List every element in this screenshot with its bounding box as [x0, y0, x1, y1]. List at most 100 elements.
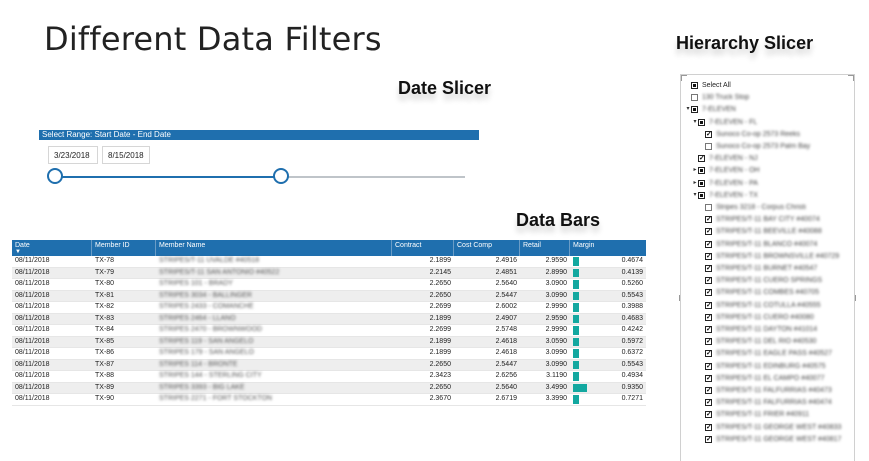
- checkbox[interactable]: [705, 275, 712, 286]
- hierarchy-item[interactable]: STRIPES/T-11 FALFURRIAS #40474: [699, 397, 832, 408]
- checkbox[interactable]: [691, 106, 698, 114]
- checkbox[interactable]: [705, 422, 712, 433]
- hierarchy-item[interactable]: STRIPES/T-11 EL CAMPO #40077: [699, 373, 825, 384]
- hierarchy-item[interactable]: Sunoco Co-op 2573 Palm Bay: [699, 141, 810, 152]
- hierarchy-item[interactable]: STRIPES/T-11 EAGLE PASS #40527: [699, 348, 832, 359]
- table-row[interactable]: 08/11/2018 TX-85 STRIPES 119 - SAN ANGELO 2…: [12, 336, 646, 348]
- hierarchy-item[interactable]: ▾ 7-ELEVEN - TX: [692, 190, 758, 201]
- checkbox[interactable]: [698, 118, 705, 126]
- hierarchy-item[interactable]: ▸ 7-ELEVEN - PA: [692, 178, 758, 189]
- hierarchy-item[interactable]: STRIPES/T-11 DEL RIO #40530: [699, 336, 816, 347]
- table-row[interactable]: 08/11/2018 TX-81 STRIPES 3034 - BALLINGER 2…: [12, 290, 646, 302]
- checkbox[interactable]: [705, 143, 712, 150]
- table-row[interactable]: 08/11/2018 TX-89 STRIPES 3393 - BIG LAKE 2.…: [12, 382, 646, 394]
- checkbox[interactable]: [698, 179, 705, 187]
- table-row[interactable]: 08/11/2018 TX-79 STRIPES/T-11 SAN ANTONIO …: [12, 267, 646, 279]
- checkbox[interactable]: [691, 82, 698, 89]
- column-header-member-id[interactable]: Member ID: [92, 240, 156, 256]
- checkbox[interactable]: [705, 348, 712, 359]
- checkbox[interactable]: [705, 385, 712, 396]
- checkbox[interactable]: [705, 251, 712, 262]
- expand-down-icon[interactable]: ▾: [693, 191, 697, 198]
- hierarchy-item[interactable]: STRIPES/T-11 GEORGE WEST #40817: [699, 434, 841, 445]
- checkbox[interactable]: [705, 214, 712, 225]
- resize-handle-left[interactable]: [679, 295, 680, 301]
- hierarchy-item[interactable]: STRIPES/T-11 BEEVILLE #40088: [699, 226, 822, 237]
- checkbox[interactable]: [705, 397, 712, 408]
- checkbox[interactable]: [705, 263, 712, 274]
- table-row[interactable]: 08/11/2018 TX-82 STRIPES 2433 - COMANCHE 2.…: [12, 302, 646, 314]
- expand-right-icon[interactable]: ▸: [693, 167, 697, 174]
- start-date-input[interactable]: 3/23/2018: [48, 146, 98, 164]
- hierarchy-item[interactable]: Stripes 3218 - Corpus Christi: [699, 202, 806, 213]
- table-row[interactable]: 08/11/2018 TX-86 STRIPES 179 - SAN ANGELO 2…: [12, 348, 646, 360]
- checkbox[interactable]: [698, 153, 705, 164]
- checkbox[interactable]: [705, 239, 712, 250]
- column-header-retail[interactable]: Retail: [520, 240, 570, 256]
- hierarchy-item[interactable]: ▾ 7-ELEVEN - FL: [692, 117, 757, 128]
- margin-data-bar: [573, 337, 579, 346]
- checkbox[interactable]: [705, 324, 712, 335]
- hierarchy-item[interactable]: 7-ELEVEN - NJ: [692, 153, 758, 164]
- checkbox[interactable]: [705, 361, 712, 372]
- hierarchy-item[interactable]: STRIPES/T-11 CUERO #40080: [699, 312, 814, 323]
- checkbox[interactable]: [705, 373, 712, 384]
- hierarchy-item[interactable]: ▸ 7-ELEVEN - OH: [692, 165, 760, 176]
- column-header-member-name[interactable]: Member Name: [156, 240, 392, 256]
- margin-data-bar: [573, 280, 579, 289]
- table-row[interactable]: 08/11/2018 TX-80 STRIPES 101 - BRADY 2.2650…: [12, 279, 646, 291]
- checkbox[interactable]: [705, 434, 712, 445]
- cell-contract: 2.1899: [429, 257, 451, 264]
- end-date-input[interactable]: 8/15/2018: [102, 146, 150, 164]
- column-header-cost-comp[interactable]: Cost Comp: [454, 240, 520, 256]
- data-bars-table: Date ▼ Member ID Member Name Contract Cos…: [12, 240, 646, 406]
- hierarchy-slicer-panel[interactable]: Select All 130 Truck Stop ▾ 7-ELEVEN ▾ 7-ELEV…: [680, 74, 855, 461]
- hierarchy-item[interactable]: STRIPES/T-11 COTULLA #40555: [699, 300, 821, 311]
- table-row[interactable]: 08/11/2018 TX-88 STRIPES 144 - STERLING CI…: [12, 371, 646, 383]
- table-row[interactable]: 08/11/2018 TX-87 STRIPES 114 - BRONTE 2.265…: [12, 359, 646, 371]
- margin-data-bar: [573, 349, 579, 358]
- checkbox[interactable]: [698, 191, 705, 199]
- resize-handle-right[interactable]: [855, 295, 856, 301]
- table-row[interactable]: 08/11/2018 TX-84 STRIPES 2470 - BROWNWOOD 2…: [12, 325, 646, 337]
- column-header-contract[interactable]: Contract: [392, 240, 454, 256]
- hierarchy-item[interactable]: STRIPES/T-11 COMBES #40705: [699, 287, 819, 298]
- checkbox[interactable]: [705, 226, 712, 237]
- checkbox[interactable]: [705, 204, 712, 211]
- hierarchy-item[interactable]: STRIPES/T-11 FRIER #40911: [699, 409, 809, 420]
- checkbox[interactable]: [705, 287, 712, 298]
- checkbox[interactable]: [705, 409, 712, 420]
- hierarchy-item[interactable]: STRIPES/T-11 BROWNSVILLE #40729: [699, 251, 839, 262]
- cell-cost-comp: 2.4851: [495, 268, 517, 276]
- hierarchy-item[interactable]: Select All: [685, 80, 731, 91]
- date-slider-end-handle[interactable]: [272, 168, 289, 184]
- cell-retail: 3.0990: [545, 291, 567, 299]
- hierarchy-item[interactable]: STRIPES/T-11 FALFURRIAS #40473: [699, 385, 832, 396]
- checkbox[interactable]: [705, 300, 712, 311]
- table-row[interactable]: 08/11/2018 TX-78 STRIPES/T-11 UVALDE #4051…: [12, 256, 646, 268]
- hierarchy-item[interactable]: ▾ 7-ELEVEN: [685, 104, 736, 115]
- column-header-date[interactable]: Date ▼: [12, 240, 92, 256]
- expand-down-icon[interactable]: ▾: [686, 106, 690, 113]
- date-slicer-title: Date Slicer: [398, 78, 492, 98]
- checkbox[interactable]: [698, 167, 705, 175]
- expand-down-icon[interactable]: ▾: [693, 118, 697, 125]
- hierarchy-item[interactable]: Sunoco Co-op 2573 Reeks: [699, 129, 800, 140]
- checkbox[interactable]: [705, 312, 712, 323]
- hierarchy-item[interactable]: STRIPES/T-11 BURNET #40547: [699, 263, 817, 274]
- hierarchy-item[interactable]: STRIPES/T-11 DAYTON #41014: [699, 324, 817, 335]
- hierarchy-item[interactable]: STRIPES/T-11 BLANCO #40074: [699, 239, 817, 250]
- table-row[interactable]: 08/11/2018 TX-83 STRIPES 2464 - LLANO 2.189…: [12, 313, 646, 325]
- checkbox[interactable]: [705, 129, 712, 140]
- hierarchy-item[interactable]: STRIPES/T-11 EDINBURG #40575: [699, 361, 826, 372]
- hierarchy-item[interactable]: STRIPES/T-11 CUERO SPRINGS: [699, 275, 822, 286]
- checkbox[interactable]: [691, 94, 698, 102]
- table-row[interactable]: 08/11/2018 TX-90 STRIPES 2271 - FORT STOCK…: [12, 394, 646, 406]
- hierarchy-item[interactable]: 130 Truck Stop: [685, 92, 749, 103]
- column-header-margin[interactable]: Margin: [573, 242, 595, 249]
- hierarchy-item[interactable]: STRIPES/T-11 BAY CITY #40074: [699, 214, 820, 225]
- expand-right-icon[interactable]: ▸: [693, 179, 697, 186]
- date-slider-start-handle[interactable]: [47, 168, 63, 184]
- checkbox[interactable]: [705, 336, 712, 347]
- hierarchy-item[interactable]: STRIPES/T-11 GEORGE WEST #40833: [699, 422, 841, 433]
